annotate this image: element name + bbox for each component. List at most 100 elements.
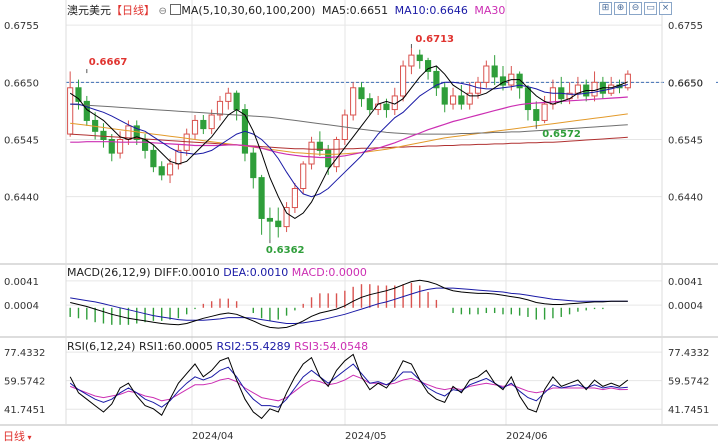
candle-body: [316, 141, 323, 151]
rsi1-value: RSI1:60.0005: [138, 340, 214, 353]
candle-body: [166, 163, 174, 176]
zoom-out-icon[interactable]: ⊖: [629, 2, 642, 15]
rsi2-line: [69, 363, 628, 408]
candle-body: [533, 109, 540, 121]
period-button-label[interactable]: 日线: [3, 430, 25, 443]
y-tick-label-right: 0.0004: [668, 301, 703, 312]
candle-body: [283, 207, 290, 228]
symbol-label: 澳元美元: [67, 4, 111, 17]
candle-body: [408, 54, 415, 67]
candle-body: [433, 70, 440, 89]
y-tick-label-left: 41.7451: [4, 405, 45, 416]
rsi2-value: RSI2:55.4289: [216, 340, 291, 353]
candle-body: [491, 65, 498, 78]
price-badge: [664, 75, 716, 90]
candle-body: [225, 92, 232, 102]
layout-icon[interactable]: ▭: [644, 2, 657, 15]
candle-body: [67, 87, 74, 135]
candle-body: [358, 87, 365, 100]
macd-dea: DEA:0.0010: [223, 266, 289, 279]
annotation-label: 0.6667: [89, 57, 128, 68]
ma-params-icon: [170, 4, 182, 15]
candle-body: [458, 95, 465, 105]
candle-body: [250, 152, 257, 179]
macd-value: MACD:0.0000: [291, 266, 367, 279]
candle-body: [100, 130, 107, 140]
candle-body: [524, 87, 532, 111]
candle-body: [216, 100, 224, 116]
candle-body: [366, 98, 373, 111]
annotation-label: 0.6362: [266, 245, 305, 256]
candle-body: [449, 95, 457, 105]
y-tick-label-right: 41.7451: [668, 405, 709, 416]
y-tick-label-right: 0.6650: [668, 78, 703, 89]
y-tick-label-right: 0.6440: [668, 193, 703, 204]
date-label: 2024/05: [345, 431, 387, 442]
candle-body: [350, 87, 357, 116]
candle-body: [258, 177, 265, 219]
price-header: 澳元美元【日线】 ⊖ MA(5,10,30,60,100,200) MA5:0.…: [67, 4, 505, 19]
annotation-label: 0.6572: [542, 129, 581, 140]
rsi-params: RSI(6,12,24): [67, 340, 136, 353]
y-tick-label-right: 77.4332: [668, 348, 709, 359]
candle-body: [624, 73, 631, 89]
macd-params: MACD(26,12,9): [67, 266, 151, 279]
y-tick-label-right: 59.5742: [668, 377, 709, 388]
candle-body: [200, 119, 207, 130]
candle-body: [266, 217, 274, 222]
y-tick-label-left: 77.4332: [4, 348, 45, 359]
rsi3-value: RSI3:54.0548: [294, 340, 369, 353]
period-label[interactable]: 【日线】: [111, 4, 155, 17]
ma30-value: MA30: [474, 4, 506, 17]
zoom-in-icon[interactable]: ⊕: [614, 2, 627, 15]
candle-body: [424, 60, 432, 72]
period-button[interactable]: 日线 ▾: [3, 430, 32, 443]
ma5-value: MA5:0.6651: [321, 4, 389, 17]
candle-body: [483, 65, 490, 83]
candle-body: [591, 81, 598, 97]
rsi-panel: [69, 353, 629, 420]
y-tick-label-right: 0.0041: [668, 277, 703, 288]
rsi1-line: [69, 353, 629, 420]
close-icon[interactable]: ×: [659, 2, 672, 15]
candle-body: [291, 188, 298, 209]
macd-panel: [69, 279, 628, 329]
y-tick-label-left: 59.5742: [4, 377, 45, 388]
ma10-line: [70, 81, 628, 198]
price-panel: 0.6667 0.6713 0.6572 0.6362 0.6650: [66, 34, 718, 256]
settings-icon[interactable]: ⊞: [599, 2, 612, 15]
candle-body: [75, 87, 82, 102]
candle-body: [117, 139, 124, 154]
candle-body: [466, 92, 473, 105]
candle-body: [416, 54, 423, 62]
y-tick-label-left: 0.6440: [4, 193, 39, 204]
candle-body: [333, 139, 340, 168]
candle-body: [208, 114, 215, 130]
candle-body: [400, 65, 407, 97]
candle-body: [108, 139, 115, 154]
y-tick-label-left: 0.6650: [4, 78, 39, 89]
gear-icon[interactable]: ⊖: [158, 6, 167, 17]
diff-line: [70, 279, 628, 329]
candle-body: [275, 220, 282, 228]
candle-body: [150, 149, 157, 168]
candle-body: [383, 103, 390, 111]
candle-body: [158, 166, 165, 176]
annotation-label: 0.6713: [415, 34, 454, 45]
ma10-value: MA10:0.6646: [394, 4, 468, 17]
macd-header: MACD(26,12,9) DIFF:0.0010 DEA:0.0010 MAC…: [67, 266, 367, 280]
ma60-line: [70, 103, 628, 135]
y-tick-label-left: 0.0004: [4, 301, 39, 312]
date-label: 2024/04: [192, 431, 234, 442]
price-badge-label: 0.6650: [668, 78, 703, 89]
ma5-line: [69, 65, 628, 219]
y-tick-label-right: 0.6545: [668, 136, 703, 147]
rsi-header: RSI(6,12,24) RSI1:60.0005 RSI2:55.4289 R…: [67, 340, 368, 354]
candle-body: [233, 92, 240, 111]
y-tick-label-left: 0.6755: [4, 21, 39, 32]
candle-body: [516, 73, 523, 89]
ma200-line: [70, 133, 628, 150]
y-tick-label-left: 0.0041: [4, 277, 39, 288]
ma100-line: [70, 113, 628, 155]
